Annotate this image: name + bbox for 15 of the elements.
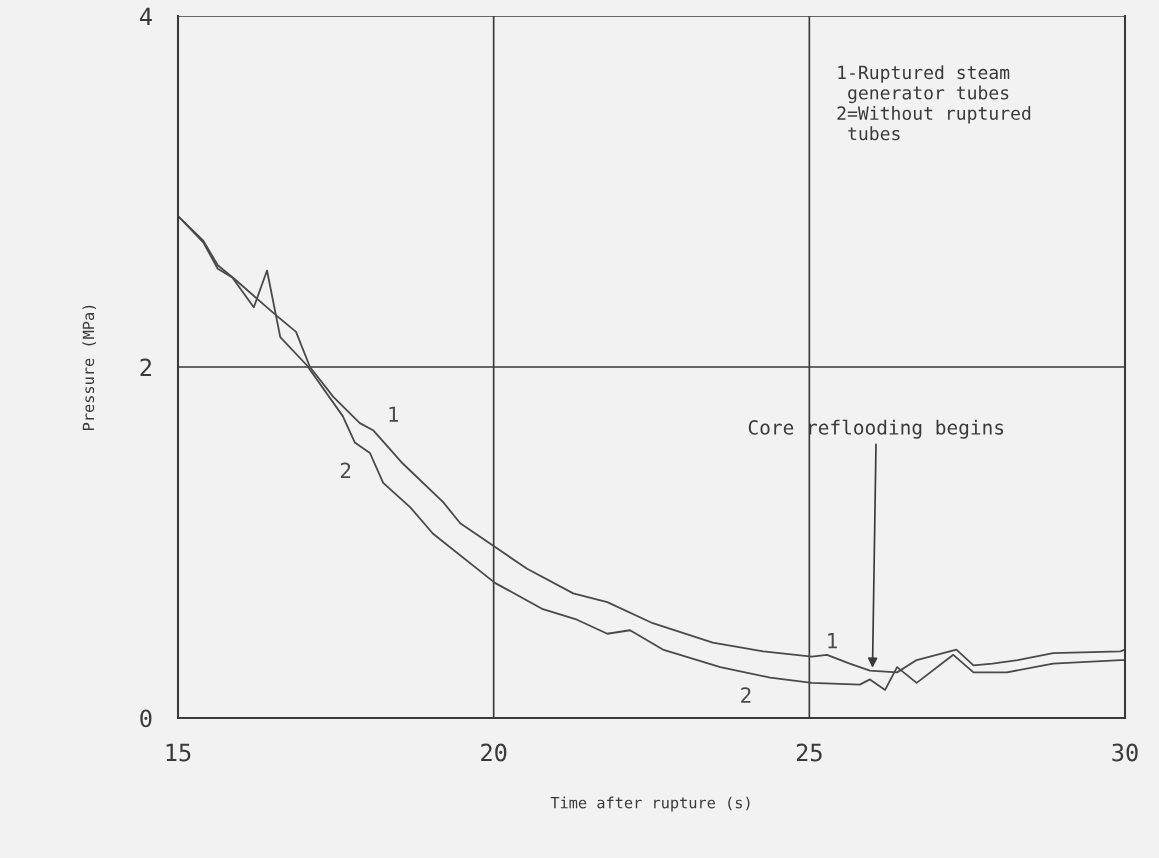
y-tick-label: 2 — [140, 358, 151, 377]
x-axis-title: Time after rupture (s) — [550, 796, 750, 812]
annotation: Core reflooding begins — [748, 419, 1004, 439]
x-tick-label: 25 — [796, 743, 822, 762]
y-tick-label: 0 — [140, 709, 152, 728]
text: 2 — [340, 462, 351, 478]
x-tick-label: 30 — [1112, 743, 1138, 762]
x-tick-label: 20 — [481, 743, 507, 762]
series-label: 1 — [828, 633, 837, 649]
x-tick-label: 15 — [166, 743, 191, 762]
text: 1 — [389, 406, 399, 422]
series-label: 2 — [741, 687, 751, 703]
y-axis-title: Pressure (MPa) — [82, 305, 96, 430]
annotation: 1-Ruptured steam generator tubes 2=Without ruptured tubes — [837, 65, 1031, 141]
y-tick-label: 4 — [139, 7, 152, 26]
